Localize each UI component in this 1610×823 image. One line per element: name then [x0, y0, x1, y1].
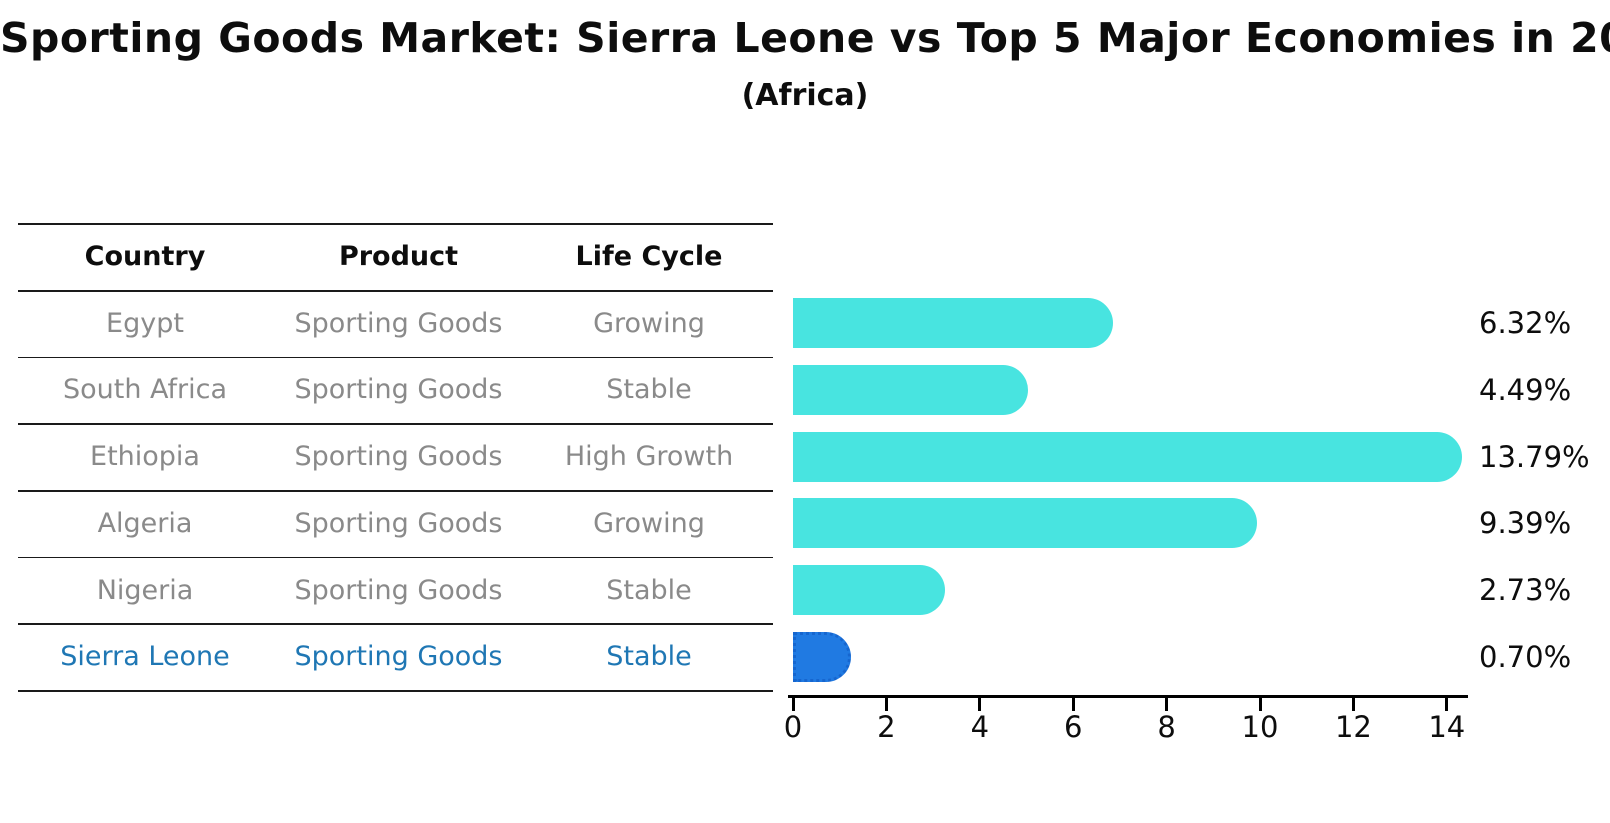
- bar-sierra-leone: [793, 631, 851, 682]
- table-line-2: [18, 356, 773, 359]
- table-cell-south-africa-life_cycle: Stable: [606, 374, 692, 406]
- table-cell-sierra-leone-country: Sierra Leone: [60, 641, 230, 673]
- bar-value-label-algeria: 9.39%: [1479, 506, 1572, 541]
- table-cell-algeria-life_cycle: Growing: [593, 507, 705, 539]
- x-tick-0: [791, 698, 795, 711]
- table-line-3: [18, 423, 773, 425]
- x-tick-14: [1445, 698, 1449, 711]
- bar-nigeria: [793, 565, 946, 615]
- x-tick-8: [1165, 698, 1169, 711]
- x-tick-label-0: 0: [783, 710, 803, 744]
- table-cell-south-africa-country: South Africa: [62, 374, 228, 406]
- bar-egypt: [793, 298, 1114, 349]
- x-tick-2: [884, 698, 888, 711]
- x-tick-6: [1071, 698, 1075, 711]
- table-line-5: [18, 556, 773, 559]
- table-cell-south-africa-product: Sporting Goods: [294, 374, 503, 406]
- bar-algeria: [793, 498, 1257, 549]
- table-cell-nigeria-product: Sporting Goods: [294, 574, 503, 606]
- table-cell-egypt-product: Sporting Goods: [294, 307, 503, 339]
- x-tick-label-8: 8: [1157, 710, 1176, 744]
- x-tick-label-12: 12: [1334, 710, 1372, 744]
- table-line-4: [18, 490, 773, 492]
- table-cell-egypt-country: Egypt: [106, 307, 184, 339]
- table-cell-algeria-product: Sporting Goods: [294, 507, 503, 539]
- bar-value-label-sierra-leone: 0.70%: [1479, 639, 1572, 674]
- table-cell-sierra-leone-life_cycle: Stable: [606, 641, 692, 673]
- table-cell-egypt-life_cycle: Growing: [593, 307, 705, 339]
- table-line-6: [18, 623, 773, 625]
- page-title: Sporting Goods Market: Sierra Leone vs T…: [0, 14, 1610, 62]
- bar-south-africa: [793, 365, 1028, 415]
- bar-ethiopia: [793, 431, 1462, 482]
- table-cell-nigeria-life_cycle: Stable: [606, 574, 692, 606]
- bar-value-label-ethiopia: 13.79%: [1479, 439, 1590, 474]
- table-line-0: [18, 223, 773, 225]
- x-axis-line: [788, 695, 1468, 698]
- page-subtitle: (Africa): [741, 78, 869, 113]
- table-line-7: [18, 690, 773, 692]
- table-header-product: Product: [338, 241, 459, 272]
- table-cell-sierra-leone-product: Sporting Goods: [294, 641, 503, 673]
- x-tick-4: [978, 698, 982, 711]
- x-tick-label-4: 4: [970, 710, 990, 744]
- bar-value-label-south-africa: 4.49%: [1479, 373, 1572, 407]
- x-tick-label-2: 2: [877, 710, 896, 744]
- table-cell-ethiopia-product: Sporting Goods: [294, 441, 503, 473]
- x-tick-label-6: 6: [1063, 710, 1083, 744]
- table-cell-ethiopia-country: Ethiopia: [90, 441, 200, 473]
- table-line-1: [18, 290, 773, 292]
- table-cell-ethiopia-life_cycle: High Growth: [564, 441, 734, 473]
- table-header-life-cycle: Life Cycle: [575, 241, 723, 272]
- x-tick-label-10: 10: [1241, 710, 1279, 744]
- bar-value-label-nigeria: 2.73%: [1479, 573, 1572, 607]
- x-tick-10: [1258, 698, 1262, 711]
- table-cell-algeria-country: Algeria: [97, 507, 193, 539]
- x-tick-label-14: 14: [1428, 710, 1466, 744]
- bar-value-label-egypt: 6.32%: [1479, 306, 1572, 341]
- table-header-country: Country: [84, 241, 206, 272]
- x-tick-12: [1351, 698, 1355, 711]
- table-cell-nigeria-country: Nigeria: [96, 574, 194, 606]
